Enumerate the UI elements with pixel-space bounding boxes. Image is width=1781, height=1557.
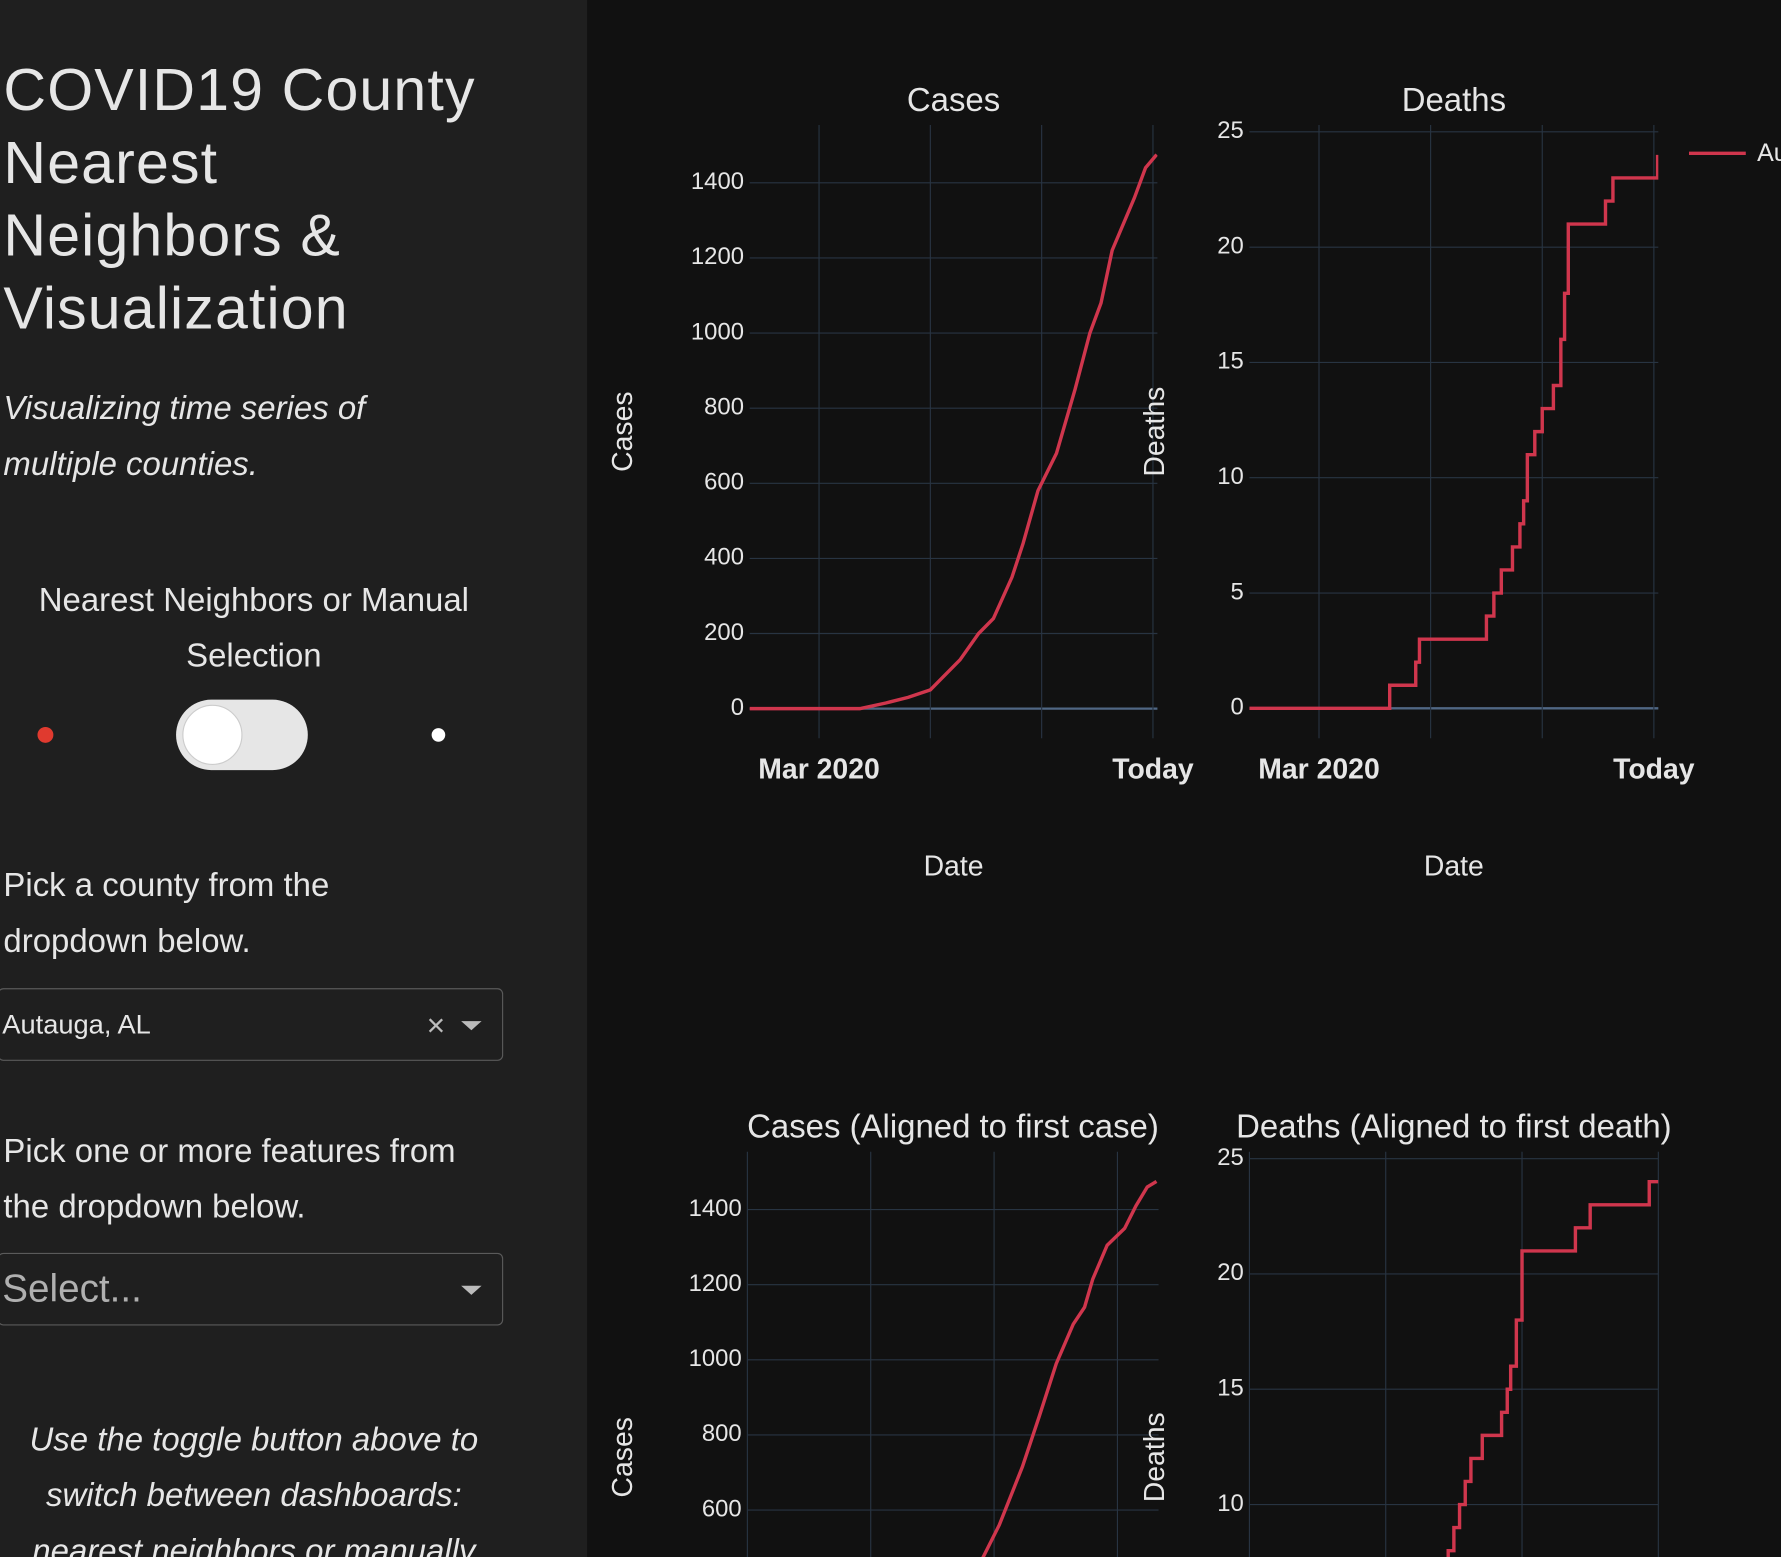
y-tick-label: 1000 <box>689 1345 742 1372</box>
sidebar: COVID19 County Nearest Neighbors & Visua… <box>0 0 588 1557</box>
y-tick-label: 15 <box>1217 1375 1244 1402</box>
chart-title: Deaths <box>1402 81 1506 118</box>
y-tick-label: 10 <box>1217 1490 1244 1517</box>
y-tick-label: 600 <box>702 1495 742 1522</box>
legend-label: Autauga, AL <box>1757 139 1781 167</box>
y-tick-label: 1400 <box>689 1195 742 1222</box>
chart-title: Deaths (Aligned to first death) <box>1236 1108 1672 1145</box>
toggle-row <box>37 699 446 771</box>
x-tick-label: Mar 2020 <box>1258 754 1379 786</box>
data-line <box>1249 154 1659 711</box>
county-dropdown[interactable]: Autauga, AL × <box>0 988 504 1061</box>
dropdown-value: Autauga, AL <box>2 1009 151 1041</box>
x-axis-title: Date <box>924 850 984 882</box>
y-tick-label: 800 <box>702 1420 742 1447</box>
y-tick-label: 1200 <box>689 1270 742 1297</box>
chart: Deaths Deaths Date 0 5 10 15 20 25 Mar 2020 Today <box>1139 81 1695 882</box>
data-line <box>749 153 1158 711</box>
x-tick-label: Today <box>1112 754 1194 786</box>
x-tick-label: Today <box>1613 754 1695 786</box>
y-tick-label: 400 <box>704 544 744 571</box>
y-tick-label: 0 <box>731 694 744 721</box>
y-tick-label: 15 <box>1217 348 1244 375</box>
county-prompt: Pick a county from the dropdown below. <box>3 867 330 960</box>
dropdown-placeholder: Select... <box>2 1267 142 1311</box>
y-tick-label: 0 <box>1230 694 1243 721</box>
y-axis-title: Deaths <box>1139 387 1171 477</box>
chart-title: Cases (Aligned to first case) <box>747 1108 1159 1145</box>
toggle-knob[interactable] <box>182 704 243 765</box>
y-axis-title: Cases <box>607 391 639 471</box>
y-axis-title: Deaths <box>1139 1412 1171 1502</box>
left-indicator <box>37 726 54 743</box>
chart: Deaths (Aligned to first death) Deaths 10 1… <box>1139 1108 1672 1557</box>
subtitle: Visualizing time series of multiple coun… <box>3 390 366 483</box>
toggle-label: Nearest Neighbors or Manual Selection <box>38 582 469 675</box>
dropdown-caret[interactable] <box>461 1021 482 1031</box>
dropdown-caret[interactable] <box>461 1285 482 1295</box>
clear-button[interactable]: × <box>426 1007 446 1043</box>
y-axis-title: Cases <box>607 1417 639 1497</box>
chart: Cases Cases Date 0 200 400 600 800 1000 1200 1400 M… <box>607 81 1194 882</box>
features-dropdown[interactable]: Select... <box>0 1252 504 1326</box>
y-tick-label: 25 <box>1217 117 1244 144</box>
y-tick-label: 600 <box>704 469 744 496</box>
y-tick-label: 20 <box>1217 1259 1244 1286</box>
y-tick-label: 1200 <box>691 243 744 270</box>
main-background <box>587 0 1781 1557</box>
y-tick-label: 10 <box>1217 463 1244 490</box>
right-indicator <box>431 728 446 742</box>
features-prompt: Pick one or more features from the dropd… <box>3 1133 456 1226</box>
y-tick-label: 1000 <box>691 318 744 345</box>
y-tick-label: 25 <box>1217 1144 1244 1171</box>
y-tick-label: 1400 <box>691 168 744 195</box>
data-line <box>1446 1180 1659 1557</box>
y-tick-label: 800 <box>704 393 744 420</box>
data-line <box>981 1179 1158 1557</box>
x-tick-label: Mar 2020 <box>758 754 879 786</box>
y-tick-label: 200 <box>704 619 744 646</box>
y-tick-label: 5 <box>1230 578 1243 605</box>
app-title: COVID19 County Nearest Neighbors & Visua… <box>3 57 476 342</box>
note: Use the toggle button above to switch be… <box>29 1422 479 1557</box>
chart: Cases (Aligned to first case) Cases 600 800… <box>607 1108 1159 1557</box>
x-axis-title: Date <box>1424 850 1484 882</box>
chart-title: Cases <box>907 81 1000 118</box>
y-tick-label: 20 <box>1217 232 1244 259</box>
